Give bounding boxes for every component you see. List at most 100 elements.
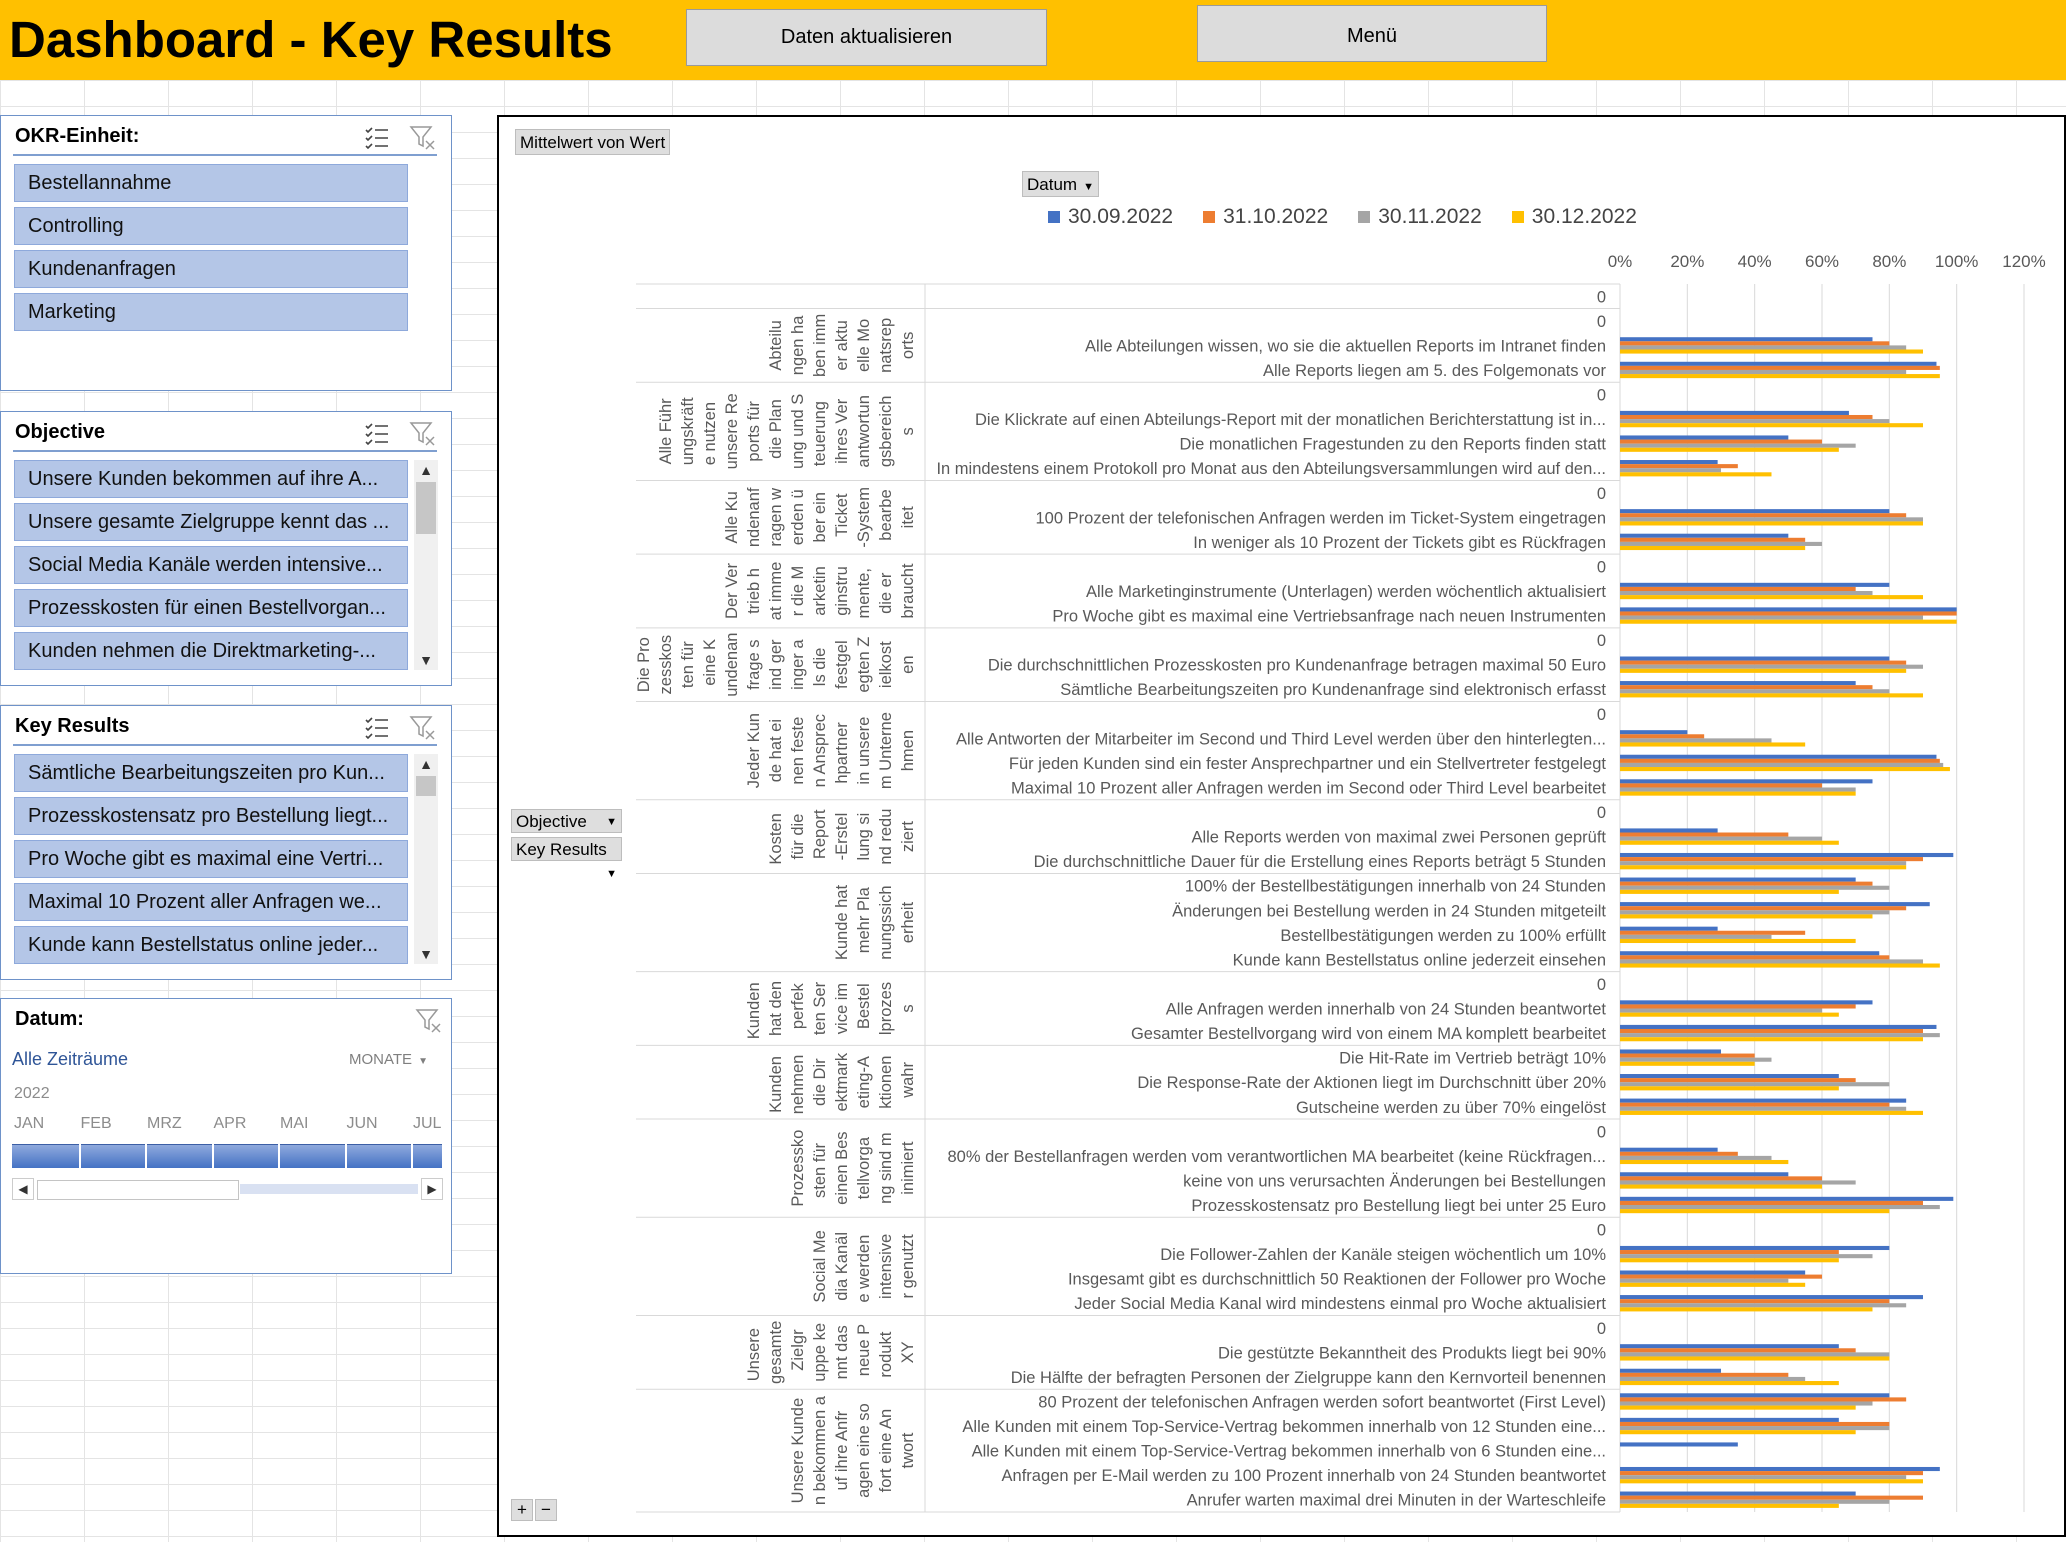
clear-filter-icon[interactable] <box>409 714 437 742</box>
timeline-selection-bar[interactable] <box>12 1144 442 1168</box>
date-timeline-slicer: Datum: Alle Zeiträume MONATE ▼ 2022 JAN FE… <box>0 998 452 1274</box>
clear-filter-icon[interactable] <box>409 124 437 152</box>
scroll-thumb[interactable] <box>416 482 436 534</box>
slicer-item-key-result[interactable]: Pro Woche gibt es maximal eine Vertri... <box>14 840 408 878</box>
timeline-scroll-thumb[interactable] <box>37 1180 239 1200</box>
clear-filter-icon[interactable] <box>409 420 437 448</box>
key-result-label: Die gestützte Bekanntheit des Produkts l… <box>1218 1344 1606 1362</box>
objective-label-line: undenan <box>723 633 741 697</box>
key-results-field-button[interactable]: Key Results ▼ <box>511 837 622 880</box>
menu-button[interactable]: Menü <box>1197 5 1547 62</box>
bar <box>1620 1086 1839 1091</box>
slicer-item-key-result[interactable]: Prozesskostensatz pro Bestellung liegt..… <box>14 797 408 835</box>
bar <box>1620 1205 1940 1210</box>
timeline-month-label[interactable]: JUL <box>413 1115 442 1132</box>
scroll-down-icon[interactable]: ▼ <box>419 652 433 668</box>
objective-label-line: braucht <box>899 563 917 618</box>
slicer-item-objective[interactable]: Unsere gesamte Zielgruppe kennt das ... <box>14 503 408 541</box>
multi-select-icon[interactable] <box>363 124 391 152</box>
x-tick-label: 60% <box>1805 252 1839 271</box>
scroll-thumb[interactable] <box>416 776 436 796</box>
scroll-down-icon[interactable]: ▼ <box>419 946 433 962</box>
objective-label-line: Die Pro <box>635 637 653 692</box>
bar <box>1620 1098 1907 1103</box>
date-field-label: Datum <box>1027 175 1078 194</box>
bar <box>1620 1372 1789 1377</box>
multi-select-icon[interactable] <box>363 714 391 742</box>
slicer-item-controlling[interactable]: Controlling <box>14 207 408 245</box>
scroll-left-icon[interactable]: ◀ <box>12 1178 34 1200</box>
bar <box>1620 1155 1772 1160</box>
objective-scrollbar[interactable]: ▲ ▼ <box>414 460 438 670</box>
expand-field-button[interactable]: + <box>511 1499 533 1521</box>
key-result-label: 0 <box>1597 1222 1606 1240</box>
objective-label-line: eting-A <box>855 1056 873 1108</box>
slicer-item-kundenanfragen[interactable]: Kundenanfragen <box>14 250 408 288</box>
objective-label-line: bearbe <box>877 489 895 545</box>
objective-label-line: hat den <box>767 981 785 1036</box>
timeline-month-label[interactable]: MRZ <box>147 1115 182 1132</box>
objective-label-line: ektmark <box>833 1052 851 1111</box>
date-field-button[interactable]: Datum ▼ <box>1022 171 1099 197</box>
bar <box>1620 1479 1923 1484</box>
scroll-up-icon[interactable]: ▲ <box>419 756 433 772</box>
key-results-scrollbar[interactable]: ▲ ▼ <box>414 754 438 964</box>
slicer-item-objective[interactable]: Unsere Kunden bekommen auf ihre A... <box>14 460 408 498</box>
bar <box>1620 472 1772 477</box>
slicer-item-key-result[interactable]: Sämtliche Bearbeitungszeiten pro Kun... <box>14 754 408 792</box>
scroll-up-icon[interactable]: ▲ <box>419 462 433 478</box>
slicer-item-key-result[interactable]: Maximal 10 Prozent aller Anfragen we... <box>14 883 408 921</box>
multi-select-icon[interactable] <box>363 420 391 448</box>
legend-swatch <box>1203 211 1216 223</box>
timeline-month-divider <box>411 1144 413 1168</box>
objective-label-line: itet <box>899 506 917 528</box>
key-result-label: Pro Woche gibt es maximal eine Vertriebs… <box>1052 608 1606 626</box>
bar <box>1620 1295 1923 1300</box>
bar <box>1620 767 1950 772</box>
objective-label-line: m Unterne <box>877 712 895 789</box>
bar <box>1620 832 1789 837</box>
dropdown-arrow-icon: ▼ <box>606 868 617 880</box>
objective-label-line: einen Bes <box>833 1131 851 1204</box>
time-level-dropdown[interactable]: MONATE ▼ <box>349 1051 428 1068</box>
objective-label-line: fort eine An <box>877 1409 895 1492</box>
objective-label-line: Alle Ku <box>723 491 741 543</box>
key-result-label: Anrufer warten maximal drei Minuten in d… <box>1187 1492 1606 1510</box>
timeline-month-label[interactable]: FEB <box>80 1115 112 1132</box>
objective-label-line: s <box>899 427 917 435</box>
timeline-scrollbar[interactable]: ◀ ▶ <box>12 1178 443 1200</box>
key-result-label: Die monatlichen Fragestunden zu den Repo… <box>1179 436 1606 454</box>
key-result-label: Prozesskostensatz pro Bestellung liegt b… <box>1191 1197 1606 1215</box>
scroll-right-icon[interactable]: ▶ <box>421 1178 443 1200</box>
clear-filter-icon[interactable] <box>415 1007 443 1035</box>
bar <box>1620 374 1940 379</box>
collapse-field-button[interactable]: − <box>535 1499 557 1521</box>
refresh-data-button[interactable]: Daten aktualisieren <box>686 9 1047 66</box>
slicer-item-objective[interactable]: Social Media Kanäle werden intensive... <box>14 546 408 584</box>
timeline-month-label[interactable]: APR <box>213 1115 247 1132</box>
timeline-month-label[interactable]: JAN <box>14 1115 45 1132</box>
objective-label-line: Der Ver <box>723 563 741 619</box>
objective-field-button[interactable]: Objective ▼ <box>511 809 622 833</box>
bar <box>1620 693 1923 698</box>
bar <box>1620 349 1923 354</box>
bar <box>1620 1307 1873 1312</box>
bar <box>1620 537 1806 542</box>
value-field-button[interactable]: Mittelwert von Wert <box>515 129 671 155</box>
slicer-item-key-result[interactable]: Kunde kann Bestellstatus online jeder... <box>14 926 408 964</box>
objective-label: Jeder Kun de hat ei nen feste n Ansprec hpar… <box>745 712 917 789</box>
bar <box>1620 439 1822 444</box>
key-result-label: Gesamter Bestellvorgang wird von einem M… <box>1131 1025 1606 1043</box>
slicer-item-objective[interactable]: Kunden nehmen die Direktmarketing-... <box>14 632 408 670</box>
key-result-label: In weniger als 10 Prozent der Tickets gi… <box>1193 534 1606 552</box>
slicer-divider <box>13 744 437 746</box>
slicer-item-bestellannahme[interactable]: Bestellannahme <box>14 164 408 202</box>
key-results-slicer: Key Results Sämtliche Bearbeitungszeiten… <box>0 705 452 980</box>
timeline-month-label[interactable]: MAI <box>280 1115 309 1132</box>
objective-label-line: e nutzen <box>701 397 719 465</box>
slicer-item-marketing[interactable]: Marketing <box>14 293 408 331</box>
bar <box>1620 779 1873 784</box>
slicer-item-objective[interactable]: Prozesskosten für einen Bestellvorgan... <box>14 589 408 627</box>
timeline-month-label[interactable]: JUN <box>346 1115 378 1132</box>
